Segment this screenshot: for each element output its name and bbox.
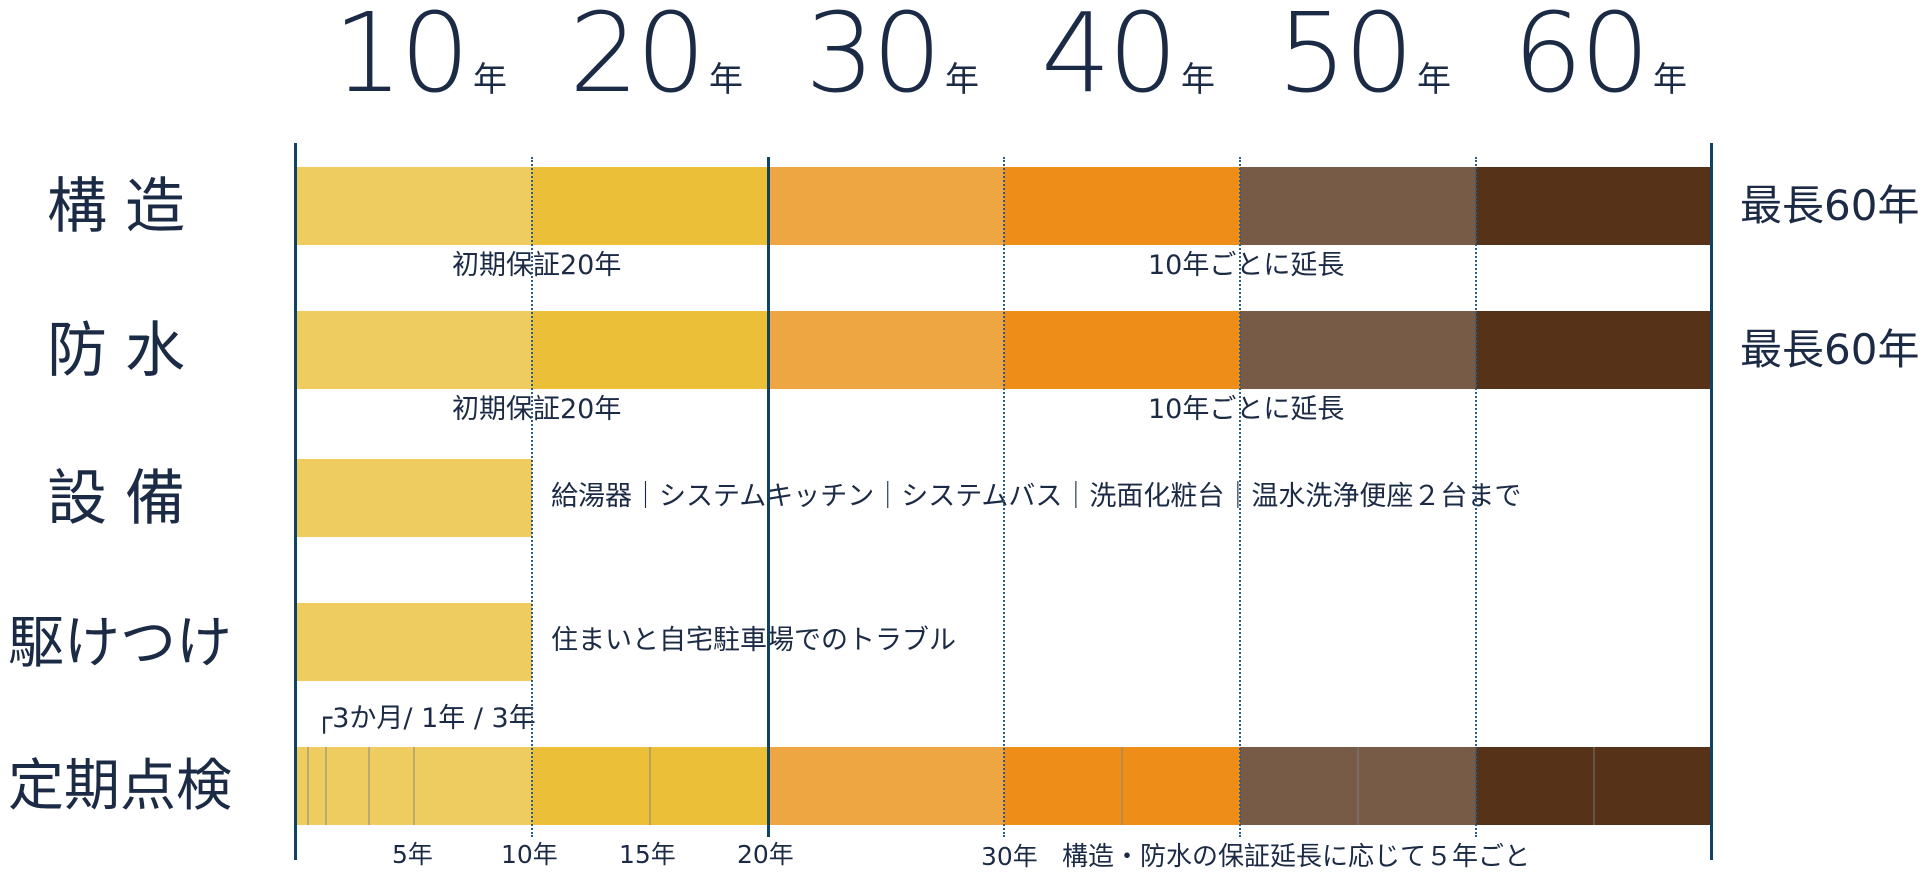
inspection-tick	[325, 747, 327, 825]
axis-label-5: 5年	[392, 840, 433, 869]
bar-segment-10-20	[532, 167, 768, 245]
bar-segment-20-30	[768, 747, 1004, 825]
inspection-tick	[1593, 747, 1595, 825]
bar-segment-40-50	[1240, 167, 1476, 245]
waterproof-max-label: 最長60年	[1740, 325, 1920, 374]
year-unit: 年	[1416, 60, 1451, 100]
inspection-tick	[1357, 747, 1359, 825]
waterproof-extend-note: 10年ごとに延長	[1148, 394, 1345, 425]
row-label-inspection: 定期点検	[8, 754, 232, 819]
waterproof-initial-note: 初期保証20年	[452, 394, 622, 425]
axis-label-15: 15年	[619, 840, 676, 869]
timeline-end-line	[1710, 143, 1713, 860]
bar-segment-10-20	[532, 747, 768, 825]
bar-segment-40-50	[1240, 311, 1476, 389]
year-number: 20	[569, 0, 706, 117]
bar-segment-30-40	[1004, 747, 1240, 825]
row-label-rush: 駆けつけ	[8, 611, 232, 676]
year-header-30: 30 年	[805, 0, 979, 108]
bar-segment-0-10	[296, 747, 532, 825]
bar-segment-20-30	[768, 311, 1004, 389]
structure-warranty-bar	[296, 167, 1712, 245]
axis-label-20: 20年	[737, 840, 794, 869]
bar-segment-10-20	[532, 311, 768, 389]
timeline-start-line	[294, 143, 297, 860]
year-number: 30	[805, 0, 942, 117]
inspection-tick	[307, 747, 309, 825]
inspection-note: 構造・防水の保証延長に応じて５年ごと	[1062, 842, 1531, 872]
year-number: 60	[1513, 0, 1650, 117]
year-unit: 年	[708, 60, 743, 100]
year-number: 50	[1277, 0, 1414, 117]
axis-label-10: 10年	[501, 840, 558, 869]
structure-extend-note: 10年ごとに延長	[1148, 250, 1345, 281]
guide-line-10y	[531, 157, 533, 837]
inspection-tick	[368, 747, 370, 825]
rush-service-bar	[296, 603, 532, 681]
bar-segment-0-10	[296, 167, 532, 245]
structure-initial-note: 初期保証20年	[452, 250, 622, 281]
year-unit: 年	[472, 60, 507, 100]
bar-segment-20-30	[768, 167, 1004, 245]
bar-segment-50-60	[1476, 747, 1712, 825]
inspection-early-note: ┌3か月/ 1年 / 3年	[316, 703, 536, 734]
year-unit: 年	[1180, 60, 1215, 100]
bar-segment-30-40	[1004, 167, 1240, 245]
equipment-note: 給湯器｜システムキッチン｜システムバス｜洗面化粧台｜温水洗浄便座２台まで	[551, 481, 1522, 512]
year-unit: 年	[944, 60, 979, 100]
inspection-tick	[649, 747, 651, 825]
waterproof-warranty-bar	[296, 311, 1712, 389]
year-number: 40	[1041, 0, 1178, 117]
year-number: 10	[333, 0, 470, 117]
guide-line-50y	[1475, 157, 1477, 837]
inspection-bar	[296, 747, 1712, 825]
year-header-20: 20 年	[569, 0, 743, 108]
guide-line-30y	[1003, 157, 1005, 837]
bar-segment-50-60	[1476, 311, 1712, 389]
bar-segment-50-60	[1476, 167, 1712, 245]
year-header-60: 60 年	[1513, 0, 1687, 108]
initial-warranty-20y-line	[767, 157, 770, 837]
year-header-40: 40 年	[1041, 0, 1215, 108]
inspection-tick	[413, 747, 415, 825]
row-label-waterproof: 防水	[47, 316, 203, 386]
year-header-50: 50 年	[1277, 0, 1451, 108]
year-unit: 年	[1652, 60, 1687, 100]
bar-segment-40-50	[1240, 747, 1476, 825]
row-label-equipment: 設備	[47, 464, 203, 534]
structure-max-label: 最長60年	[1740, 181, 1920, 230]
axis-label-30: 30年	[981, 842, 1038, 871]
equipment-warranty-bar	[296, 459, 532, 537]
bar-segment-30-40	[1004, 311, 1240, 389]
row-label-structure: 構造	[47, 172, 203, 242]
year-header-10: 10 年	[333, 0, 507, 108]
rush-note: 住まいと自宅駐車場でのトラブル	[551, 625, 956, 656]
guide-line-40y	[1239, 157, 1241, 837]
bar-segment-0-10	[296, 311, 532, 389]
inspection-tick	[1121, 747, 1123, 825]
